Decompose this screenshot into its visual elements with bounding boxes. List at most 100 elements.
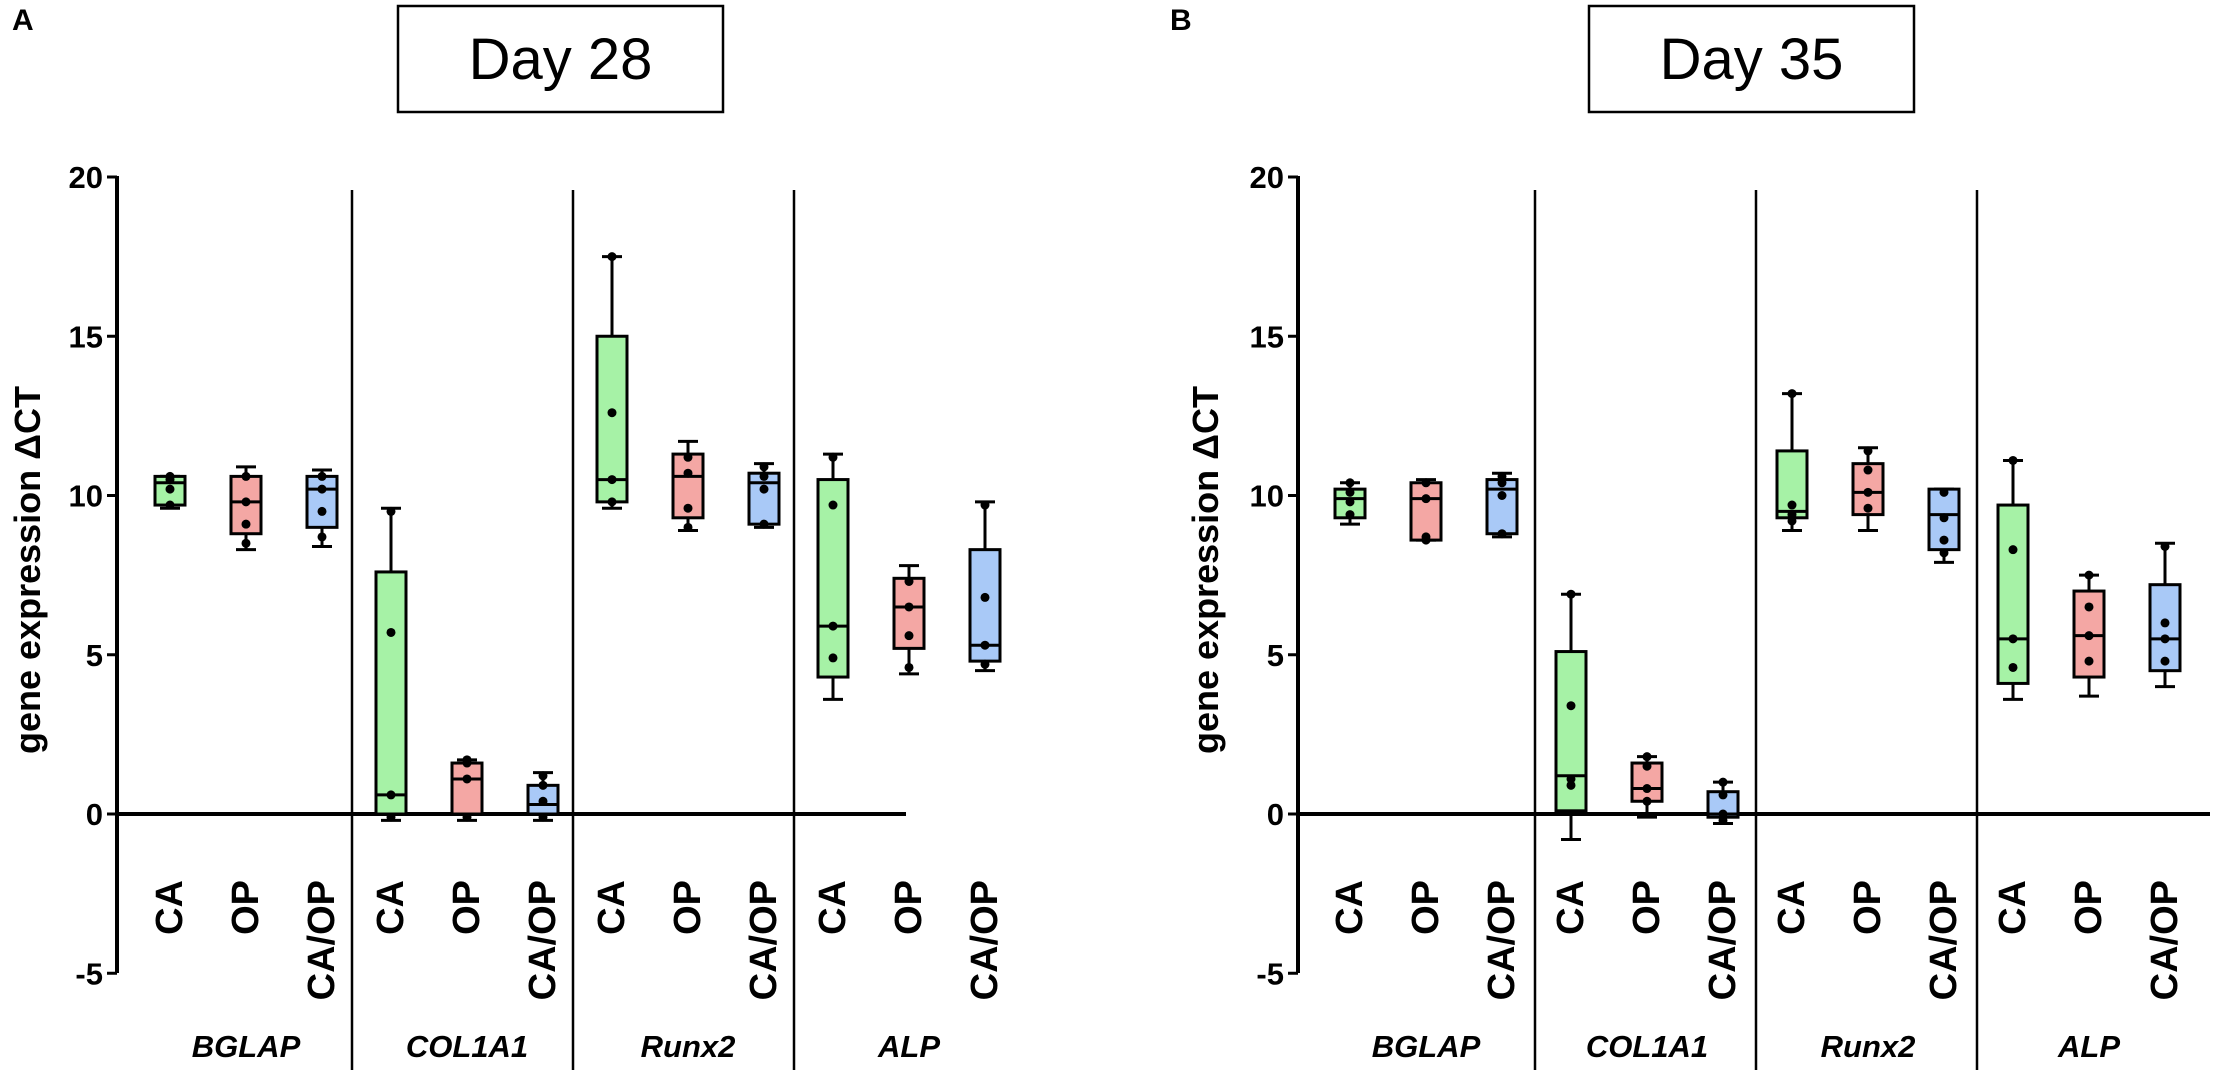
y-tick-label: 10 [1250, 479, 1284, 514]
box-bglap-op [1409, 478, 1443, 545]
data-point [2084, 570, 2094, 580]
data-point [2160, 634, 2170, 644]
box-bglap-ca-op [305, 468, 339, 548]
data-point [386, 790, 396, 800]
category-label: CA/OP [743, 880, 785, 1000]
box-bglap-op [229, 465, 263, 552]
data-point [607, 252, 617, 262]
title-box [396, 4, 725, 114]
data-point [241, 471, 251, 481]
data-point [317, 484, 327, 494]
category-label: CA [1992, 880, 2034, 935]
panel-letter: B [1170, 4, 1192, 37]
box-alp-op [2072, 570, 2106, 698]
data-point [2008, 455, 2018, 465]
panel-day-28: A Day 28 20 15 10 5 0 -5 gene expression ΔCT BGLA… [7, 4, 1006, 1070]
data-point [2084, 602, 2094, 612]
box-runx2-ca [1775, 389, 1809, 533]
category-label: OP [1626, 880, 1668, 935]
gene-label: BGLAP [1372, 1029, 1481, 1064]
box-col1a1-op [1630, 752, 1664, 819]
panel-letter: A [12, 4, 34, 37]
data-point [386, 506, 396, 516]
data-point [386, 627, 396, 637]
data-point [1345, 487, 1355, 497]
gene-label: BGLAP [192, 1029, 301, 1064]
data-point [2160, 541, 2170, 551]
y-tick-label: 5 [1267, 638, 1284, 673]
box-alp-ca [816, 452, 850, 701]
data-point [2008, 662, 2018, 672]
data-point [1566, 701, 1576, 711]
data-point [538, 812, 548, 822]
category-label: CA/OP [1702, 880, 1744, 1000]
data-point [1863, 446, 1873, 456]
data-point [1566, 774, 1576, 784]
gene-label: ALP [877, 1029, 940, 1064]
y-tick-label: 15 [1250, 319, 1284, 354]
box-alp-ca-op [968, 500, 1002, 673]
data-point [1939, 535, 1949, 545]
box-bglap-ca [1333, 478, 1367, 526]
data-point [607, 408, 617, 418]
category-label: CA [149, 880, 191, 935]
data-point [165, 500, 175, 510]
box-alp-op [892, 564, 926, 676]
data-point [828, 653, 838, 663]
category-label: CA/OP [301, 880, 343, 1000]
data-point [462, 774, 472, 784]
data-point [1497, 491, 1507, 500]
data-point [759, 471, 769, 481]
data-point [2008, 545, 2018, 555]
data-point [1345, 478, 1355, 488]
data-point [1642, 761, 1652, 771]
data-point [1863, 487, 1873, 497]
data-point [317, 532, 327, 542]
data-point [1642, 784, 1652, 794]
box-bglap-ca-op [1485, 471, 1519, 539]
category-label: OP [667, 880, 709, 935]
data-point [607, 475, 617, 485]
category-label: CA [1550, 880, 1592, 935]
y-tick-label: -5 [1256, 956, 1284, 991]
data-point [1863, 465, 1873, 475]
data-point [1718, 777, 1728, 787]
data-point [1939, 513, 1949, 523]
data-point [1497, 471, 1507, 481]
category-label: CA/OP [2144, 880, 2186, 1000]
box-runx2-ca-op [747, 462, 781, 529]
data-point [683, 522, 693, 532]
data-point [241, 538, 251, 548]
box-iqr [450, 761, 484, 816]
data-point [1566, 589, 1576, 599]
box-runx2-op [671, 439, 705, 533]
data-point [1718, 809, 1728, 819]
data-point [1421, 478, 1431, 488]
data-point [904, 576, 914, 586]
data-point [1863, 503, 1873, 513]
y-axis-label: gene expression ΔCT [7, 386, 48, 754]
data-point [759, 484, 769, 494]
category-label: OP [1405, 880, 1447, 935]
data-point [1939, 548, 1949, 558]
y-tick-label: 5 [86, 638, 103, 673]
y-tick-label: 0 [86, 797, 103, 832]
chart-title: Day 28 [469, 27, 653, 92]
data-point [2160, 656, 2170, 666]
data-point [462, 755, 472, 765]
data-point [165, 484, 175, 494]
data-point [165, 471, 175, 481]
box-col1a1-ca-op [1706, 777, 1740, 826]
box-runx2-op [1851, 446, 1885, 533]
box-col1a1-op [450, 755, 484, 822]
data-point [683, 503, 693, 513]
box-runx2-ca [595, 252, 629, 510]
box-bglap-ca [153, 471, 187, 510]
data-point [538, 780, 548, 790]
data-point [759, 462, 769, 472]
category-label: CA [591, 880, 633, 935]
data-point [828, 500, 838, 510]
data-point [1642, 752, 1652, 762]
box-col1a1-ca [1554, 589, 1588, 841]
